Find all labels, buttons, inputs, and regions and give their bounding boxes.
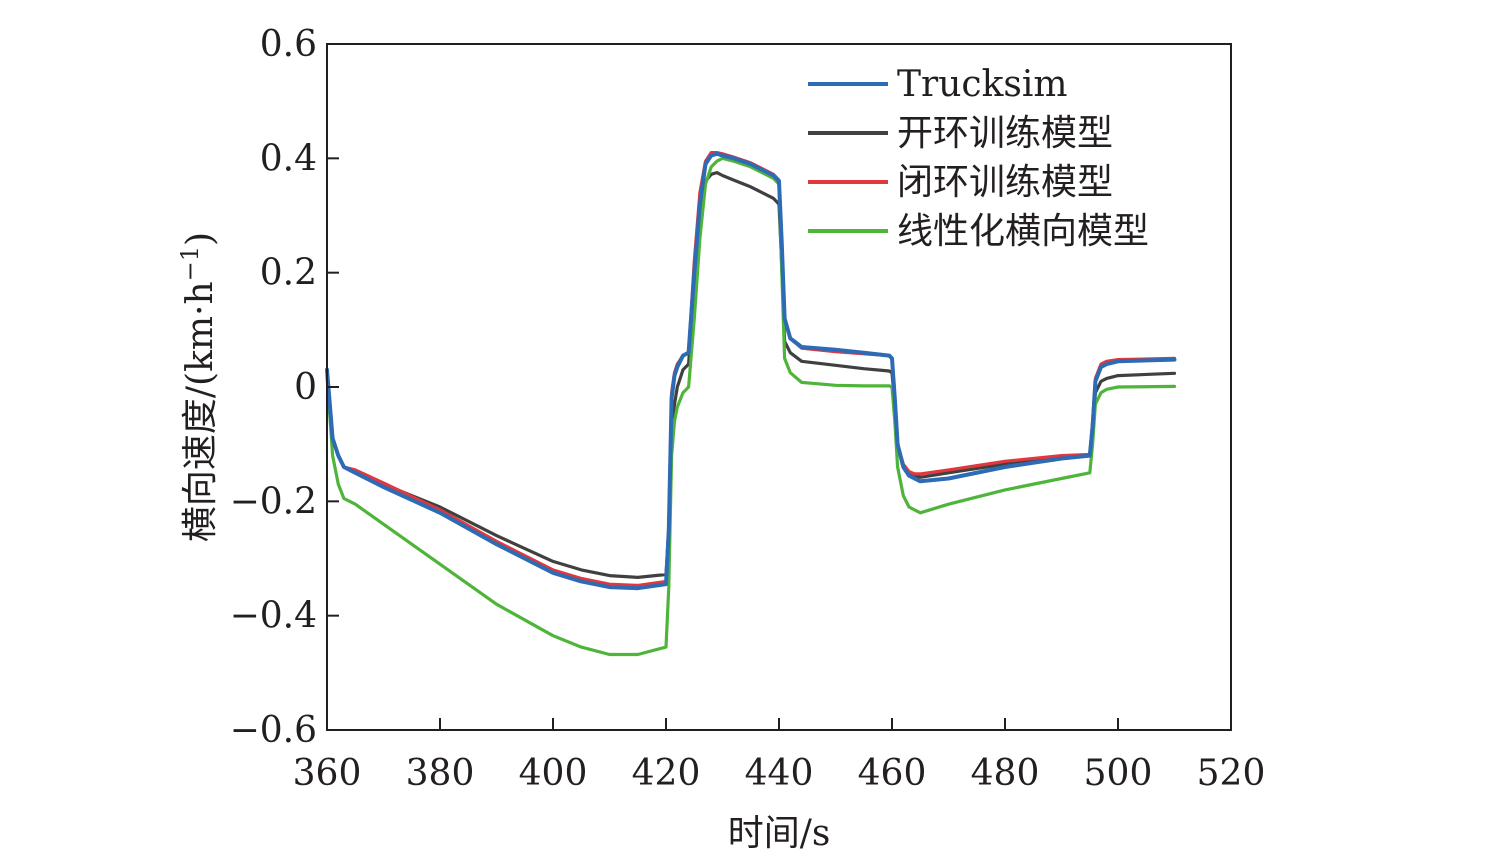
x-tick-label: 500 [1084,753,1153,794]
x-tick-label: 360 [293,753,362,794]
series-line-0 [325,151,1177,591]
y-tick-label: −0.6 [230,710,317,751]
y-tick-label: 0.6 [260,24,317,65]
y-tick-label: 0 [294,367,317,408]
series-line-3 [325,156,1177,657]
y-axis-label-close: ) [180,232,221,246]
y-tick-label: 0.2 [260,253,317,294]
series-layer [325,151,1177,657]
series-line-1 [325,171,1177,579]
legend-label: Trucksim [897,64,1068,105]
y-axis-label-main: 横向速度/(km·h [180,281,221,542]
x-tick-label: 380 [406,753,475,794]
x-axis-label: 时间/s [728,813,831,854]
y-axis-ticks: −0.6 −0.4 −0.2 0 0.2 0.4 0.6 [230,24,339,751]
y-tick-label: −0.4 [230,596,317,637]
x-axis-ticks: 360 380 400 420 440 460 480 500 520 [293,718,1266,794]
x-tick-label: 400 [519,753,588,794]
x-tick-label: 440 [745,753,814,794]
legend-label: 闭环训练模型 [897,162,1113,203]
legend-label: 线性化横向模型 [897,211,1149,252]
x-tick-label: 480 [971,753,1040,794]
y-tick-label: 0.4 [260,138,317,179]
x-tick-label: 420 [632,753,701,794]
x-tick-label: 460 [858,753,927,794]
legend-label: 开环训练模型 [897,113,1113,154]
y-axis-label-superscript: −1 [176,246,204,281]
y-axis-label: 横向速度/(km·h−1) [176,232,221,542]
y-tick-label: −0.2 [230,481,317,522]
x-tick-label: 520 [1197,753,1266,794]
